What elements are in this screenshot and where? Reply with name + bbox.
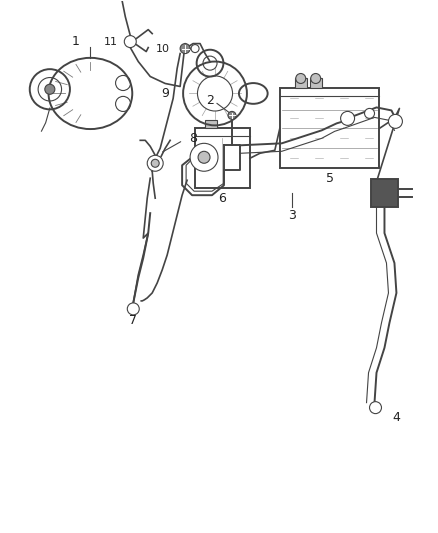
Text: 3: 3 — [288, 208, 296, 222]
Text: 4: 4 — [392, 411, 400, 424]
Circle shape — [228, 111, 236, 119]
Circle shape — [124, 36, 136, 47]
Text: 7: 7 — [129, 314, 137, 327]
Bar — [280, 88, 379, 168]
Text: 8: 8 — [189, 132, 197, 145]
Circle shape — [296, 74, 306, 84]
Bar — [295, 78, 307, 88]
Text: 9: 9 — [161, 87, 169, 100]
Circle shape — [127, 303, 139, 315]
Bar — [195, 128, 250, 188]
Circle shape — [180, 44, 190, 53]
Bar — [205, 120, 217, 128]
Circle shape — [389, 115, 403, 128]
Circle shape — [151, 159, 159, 167]
Circle shape — [364, 108, 374, 118]
Bar — [371, 179, 399, 207]
Circle shape — [311, 74, 321, 84]
Text: 11: 11 — [103, 37, 117, 46]
Circle shape — [191, 45, 199, 53]
Text: 6: 6 — [218, 192, 226, 205]
Circle shape — [370, 402, 381, 414]
Text: 5: 5 — [325, 172, 334, 185]
Text: 2: 2 — [206, 94, 214, 107]
Circle shape — [198, 151, 210, 163]
Bar — [310, 78, 321, 88]
Circle shape — [147, 155, 163, 171]
Text: 1: 1 — [71, 35, 79, 47]
Circle shape — [190, 143, 218, 171]
Circle shape — [45, 84, 55, 94]
Text: 10: 10 — [156, 44, 170, 54]
Circle shape — [341, 111, 355, 125]
